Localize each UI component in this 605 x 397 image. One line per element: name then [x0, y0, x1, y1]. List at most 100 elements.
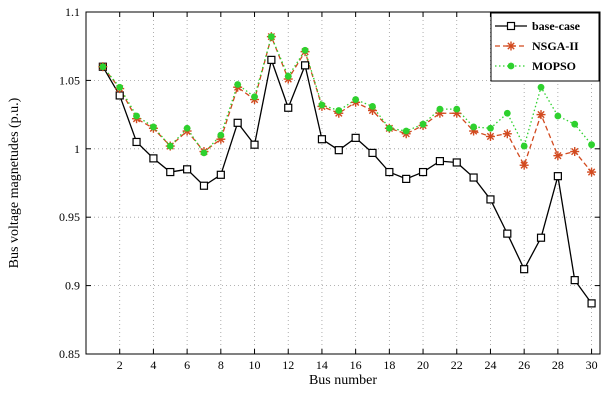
- x-tick-label: 30: [586, 358, 598, 372]
- data-point-base-case: [452, 158, 461, 167]
- legend-label-nsga-ii: NSGA-II: [532, 39, 579, 53]
- x-tick-label: 26: [518, 358, 530, 372]
- data-point-mopso: [503, 109, 511, 117]
- legend-marker-base-case: [506, 21, 516, 31]
- series-line-mopso: [102, 35, 593, 154]
- data-point-mopso: [436, 105, 444, 113]
- y-tick-label: 0.95: [59, 210, 80, 224]
- data-point-mopso: [267, 33, 275, 41]
- x-tick-label: 4: [150, 358, 156, 372]
- data-point-base-case: [132, 137, 141, 147]
- data-point-mopso: [200, 149, 208, 157]
- data-point-mopso: [318, 101, 326, 109]
- data-point-base-case: [570, 276, 579, 285]
- data-point-base-case: [149, 154, 158, 163]
- x-tick-label: 20: [417, 358, 429, 372]
- data-point-base-case: [418, 167, 428, 177]
- data-point-mopso: [520, 142, 528, 150]
- markers-mopso: [99, 33, 595, 157]
- legend-marker-mopso: [507, 62, 515, 70]
- data-point-mopso: [352, 96, 360, 103]
- data-point-base-case: [300, 61, 310, 70]
- data-point-mopso: [385, 124, 393, 132]
- x-tick-label: 12: [282, 358, 294, 372]
- data-point-mopso: [571, 120, 579, 128]
- data-point-mopso: [453, 105, 461, 113]
- x-tick-label: 16: [350, 358, 362, 372]
- data-point-mopso: [369, 102, 376, 110]
- data-point-base-case: [284, 103, 293, 112]
- data-point-base-case: [199, 181, 209, 190]
- data-point-nsga-ii: [367, 105, 377, 115]
- x-tick-label: 28: [552, 358, 564, 372]
- asterisk-stroke: [486, 132, 495, 141]
- data-point-mopso: [335, 107, 343, 114]
- data-point-mopso: [251, 93, 258, 101]
- data-point-mopso: [99, 63, 107, 71]
- y-tick-label: 1: [74, 142, 80, 156]
- legend-marker-nsga-ii: [506, 41, 516, 51]
- markers-base-case: [98, 55, 596, 308]
- data-point-nsga-ii: [519, 160, 529, 170]
- x-tick-label: 10: [249, 358, 261, 372]
- legend-label-mopso: MOPSO: [532, 59, 576, 73]
- x-tick-label: 6: [184, 358, 190, 372]
- data-point-mopso: [402, 127, 410, 135]
- x-tick-label: 8: [218, 358, 224, 372]
- data-point-base-case: [233, 118, 242, 127]
- legend-label-base-case: base-case: [532, 19, 581, 33]
- data-point-base-case: [385, 167, 394, 177]
- data-point-mopso: [487, 124, 494, 132]
- data-point-base-case: [520, 265, 529, 274]
- data-point-mopso: [116, 83, 124, 91]
- data-point-mopso: [588, 141, 595, 149]
- data-point-mopso: [470, 123, 478, 131]
- asterisk-stroke: [507, 42, 515, 50]
- legend: base-case NSGA-II MOPSO: [490, 12, 600, 82]
- data-point-base-case: [402, 174, 411, 183]
- y-tick-label: 1.1: [65, 5, 80, 19]
- data-point-base-case: [587, 299, 596, 308]
- data-point-nsga-ii: [485, 131, 495, 141]
- data-point-mopso: [150, 123, 157, 131]
- x-tick-label: 22: [451, 358, 463, 372]
- data-point-mopso: [554, 112, 562, 120]
- data-point-base-case: [183, 165, 192, 174]
- y-tick-label: 0.9: [65, 279, 80, 293]
- data-point-base-case: [216, 170, 225, 179]
- x-axis-title: Bus number: [309, 373, 377, 388]
- data-point-base-case: [267, 55, 276, 64]
- data-point-base-case: [536, 233, 546, 242]
- plot-frame: [85, 11, 601, 355]
- data-point-mopso: [301, 46, 309, 54]
- y-tick-label: 1.05: [59, 73, 80, 87]
- data-point-nsga-ii: [570, 147, 580, 157]
- data-point-base-case: [334, 146, 343, 155]
- asterisk-stroke: [554, 151, 562, 160]
- data-point-nsga-ii: [587, 167, 597, 177]
- x-tick-label: 14: [316, 358, 328, 372]
- data-point-base-case: [553, 172, 562, 181]
- x-tick-label: 24: [484, 358, 496, 372]
- data-point-nsga-ii: [553, 151, 563, 161]
- data-point-base-case: [250, 140, 259, 149]
- data-point-mopso: [537, 83, 545, 91]
- data-point-base-case: [469, 173, 478, 182]
- asterisk-stroke: [503, 130, 511, 138]
- data-point-mopso: [234, 81, 242, 88]
- asterisk-stroke: [587, 168, 596, 176]
- x-tick-label: 18: [383, 358, 395, 372]
- data-point-base-case: [351, 133, 360, 142]
- data-point-mopso: [183, 124, 191, 132]
- y-tick-label: 0.85: [59, 347, 80, 361]
- data-point-mopso: [166, 142, 174, 150]
- data-point-mopso: [217, 131, 225, 139]
- data-point-mopso: [133, 112, 140, 120]
- series-line-base-case: [102, 59, 593, 304]
- data-point-base-case: [166, 167, 175, 177]
- series-markers: [98, 32, 597, 308]
- data-point-mopso: [419, 120, 427, 128]
- data-point-base-case: [435, 157, 445, 166]
- data-point-base-case: [368, 148, 377, 158]
